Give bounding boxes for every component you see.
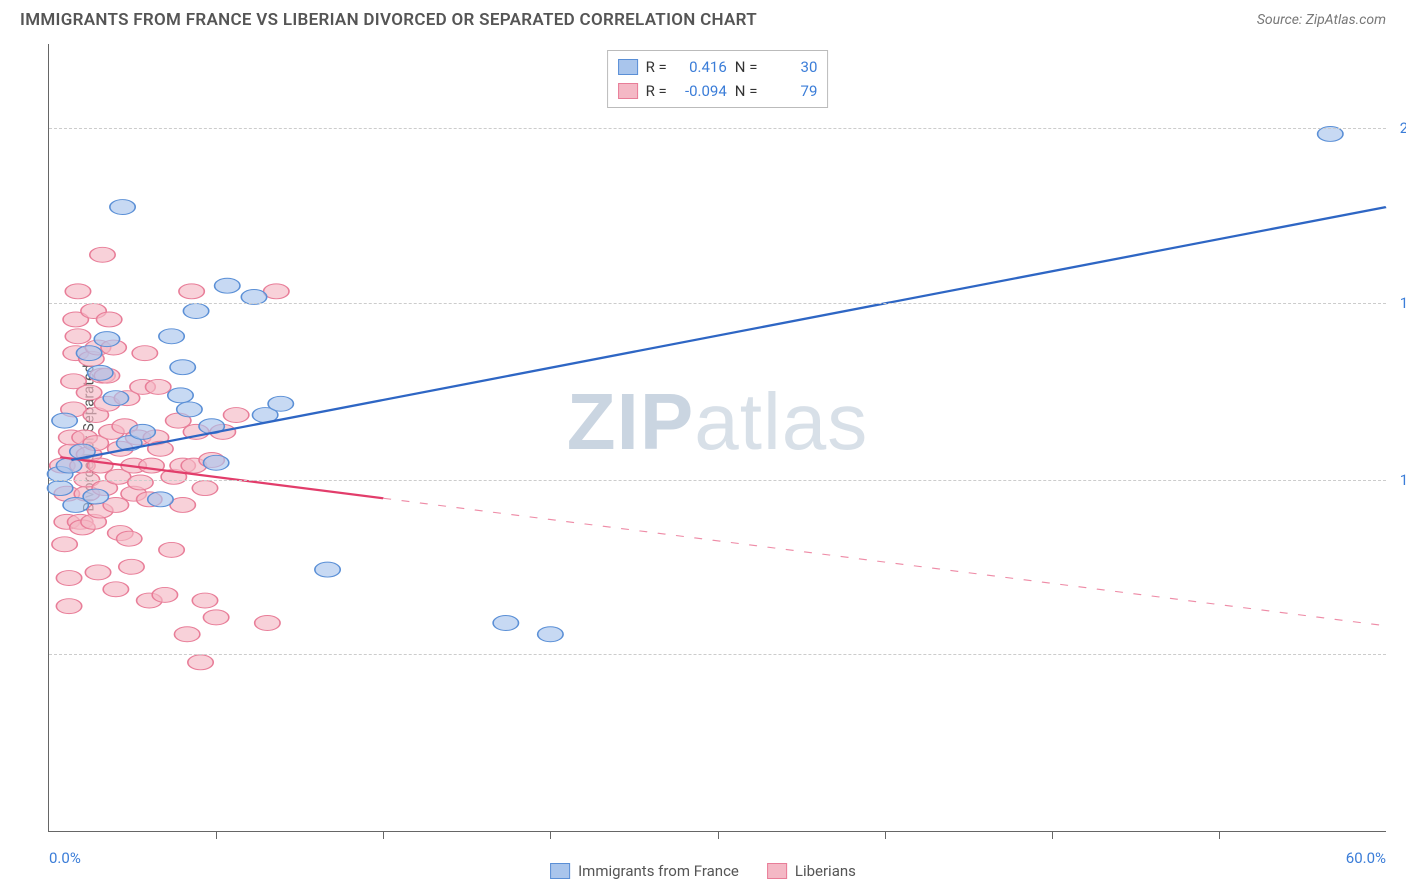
- data-point: [83, 489, 108, 504]
- x-tick: [718, 831, 719, 839]
- data-point: [76, 385, 101, 400]
- y-tick-label: 25.0%: [1390, 119, 1406, 137]
- data-point: [103, 582, 128, 597]
- data-point: [52, 413, 77, 428]
- chart-svg: [49, 44, 1386, 831]
- data-point: [170, 360, 195, 375]
- data-point: [223, 408, 248, 423]
- data-point: [47, 481, 72, 496]
- data-point: [88, 365, 113, 380]
- data-point: [65, 284, 90, 299]
- legend-label-france: Immigrants from France: [578, 862, 739, 880]
- data-point: [128, 475, 153, 490]
- x-max-label: 60.0%: [1346, 849, 1386, 867]
- data-point: [192, 593, 217, 608]
- x-tick: [885, 831, 886, 839]
- x-min-label: 0.0%: [49, 849, 81, 867]
- trend-line-dashed: [383, 498, 1386, 626]
- data-point: [168, 388, 193, 403]
- data-point: [315, 562, 340, 577]
- data-point: [76, 346, 101, 361]
- data-point: [90, 247, 115, 262]
- data-point: [255, 616, 280, 631]
- data-point: [65, 329, 90, 344]
- data-point: [215, 278, 240, 293]
- data-point: [96, 312, 121, 327]
- data-point: [56, 599, 81, 614]
- data-point: [192, 481, 217, 496]
- source-label: Source: ZipAtlas.com: [1257, 12, 1386, 28]
- x-tick: [550, 831, 551, 839]
- plot-area: ZIPatlas Divorced or Separated R = 0.416…: [48, 44, 1386, 832]
- data-point: [52, 537, 77, 552]
- y-tick-label: 12.5%: [1390, 471, 1406, 489]
- data-point: [145, 379, 170, 394]
- data-point: [159, 329, 184, 344]
- y-tick-label: 18.8%: [1390, 294, 1406, 312]
- data-point: [94, 332, 119, 347]
- data-point: [148, 492, 173, 507]
- data-point: [177, 402, 202, 417]
- data-point: [56, 571, 81, 586]
- data-point: [152, 587, 177, 602]
- data-point: [183, 304, 208, 319]
- header-row: IMMIGRANTS FROM FRANCE VS LIBERIAN DIVOR…: [0, 0, 1406, 36]
- data-point: [493, 616, 518, 631]
- gridline: [49, 480, 1386, 481]
- y-tick-label: 6.3%: [1390, 645, 1406, 663]
- data-point: [103, 391, 128, 406]
- gridline: [49, 303, 1386, 304]
- trend-line-solid: [71, 207, 1386, 460]
- x-tick: [383, 831, 384, 839]
- data-point: [85, 565, 110, 580]
- x-tick: [1219, 831, 1220, 839]
- data-point: [188, 655, 213, 670]
- gridline: [49, 128, 1386, 129]
- data-point: [110, 200, 135, 215]
- data-point: [203, 455, 228, 470]
- data-point: [130, 424, 155, 439]
- swatch-france-icon: [550, 863, 570, 879]
- legend-series: Immigrants from France Liberians: [550, 862, 856, 880]
- plot-wrap: ZIPatlas Divorced or Separated R = 0.416…: [48, 44, 1386, 832]
- data-point: [117, 531, 142, 546]
- data-point: [159, 542, 184, 557]
- data-point: [268, 396, 293, 411]
- data-point: [538, 627, 563, 642]
- data-point: [179, 284, 204, 299]
- legend-label-liberians: Liberians: [795, 862, 856, 880]
- x-tick: [216, 831, 217, 839]
- data-point: [119, 559, 144, 574]
- legend-item-liberians: Liberians: [767, 862, 856, 880]
- legend-item-france: Immigrants from France: [550, 862, 739, 880]
- data-point: [132, 346, 157, 361]
- data-point: [203, 610, 228, 625]
- x-tick: [1052, 831, 1053, 839]
- data-point: [174, 627, 199, 642]
- chart-title: IMMIGRANTS FROM FRANCE VS LIBERIAN DIVOR…: [20, 10, 757, 30]
- gridline: [49, 654, 1386, 655]
- swatch-liberians-icon: [767, 863, 787, 879]
